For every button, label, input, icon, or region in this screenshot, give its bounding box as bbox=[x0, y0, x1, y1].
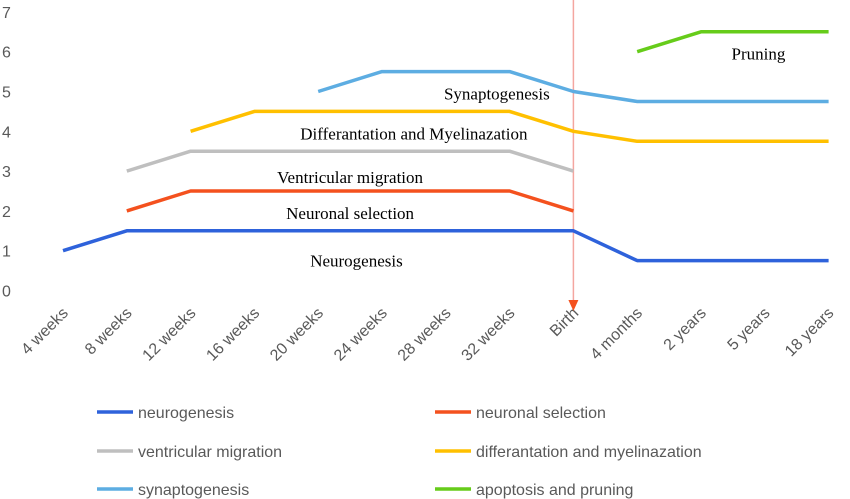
y-tick-label: 2 bbox=[2, 204, 11, 221]
legend-label: synaptogenesis bbox=[138, 482, 249, 499]
legend-label: neuronal selection bbox=[476, 405, 606, 422]
x-tick-label: 4 months bbox=[587, 305, 646, 364]
x-tick-label: 8 weeks bbox=[82, 305, 136, 359]
legend-label: neurogenesis bbox=[138, 405, 234, 422]
x-tick-label: 24 weeks bbox=[331, 305, 391, 365]
legend-label: differantation and myelinazation bbox=[476, 444, 702, 461]
legend-label: ventricular migration bbox=[138, 444, 282, 461]
birth-marker bbox=[568, 0, 579, 311]
legend: neurogenesis neuronal selection ventricula… bbox=[97, 405, 702, 499]
x-tick-label: 4 weeks bbox=[18, 305, 72, 359]
x-tick-label: 32 weeks bbox=[459, 305, 519, 365]
series-line-apoptosis-and-pruning bbox=[636, 30, 829, 54]
y-tick-label: 5 bbox=[2, 85, 11, 102]
y-tick-label: 6 bbox=[2, 45, 11, 62]
birth-marker-arrowhead bbox=[568, 300, 579, 311]
x-tick-label: 2 years bbox=[661, 305, 710, 354]
series-line-differantation-and-myelinazation bbox=[190, 109, 829, 144]
x-tick-label: 5 years bbox=[725, 305, 774, 354]
phase-annotation: Pruning bbox=[731, 45, 785, 64]
x-tick-label: 12 weeks bbox=[140, 305, 200, 365]
series-line-ventricular-migration bbox=[126, 149, 574, 173]
phase-annotations: Neurogenesis Neuronal selection Ventricula… bbox=[277, 45, 786, 271]
phase-annotation: Differantation and Myelinazation bbox=[300, 124, 528, 143]
phase-annotation: Neuronal selection bbox=[286, 204, 414, 223]
x-axis-tick-labels: 4 weeks 8 weeks 12 weeks 16 weeks 20 weeks 24… bbox=[18, 305, 837, 365]
y-tick-label: 0 bbox=[2, 284, 11, 301]
series-line-synaptogenesis bbox=[317, 69, 829, 104]
y-tick-label: 7 bbox=[2, 5, 11, 22]
x-tick-label: 20 weeks bbox=[267, 305, 327, 365]
y-tick-label: 3 bbox=[2, 164, 11, 181]
phase-annotation: Ventricular migration bbox=[277, 168, 423, 187]
y-tick-label: 4 bbox=[2, 124, 11, 141]
legend-label: apoptosis and pruning bbox=[476, 482, 633, 499]
x-tick-label: 18 years bbox=[782, 305, 837, 360]
series-line-neuronal-selection bbox=[126, 189, 574, 213]
y-tick-label: 1 bbox=[2, 244, 11, 261]
x-tick-label: 16 weeks bbox=[203, 305, 263, 365]
y-axis-tick-labels: 0 1 2 3 4 5 6 7 bbox=[2, 5, 11, 301]
x-tick-label: 28 weeks bbox=[395, 305, 455, 365]
series-line-neurogenesis bbox=[62, 229, 829, 263]
series-lines bbox=[62, 30, 829, 263]
x-tick-label: Birth bbox=[547, 305, 582, 340]
phase-annotation: Neurogenesis bbox=[310, 252, 403, 271]
phase-annotation: Synaptogenesis bbox=[444, 84, 550, 103]
